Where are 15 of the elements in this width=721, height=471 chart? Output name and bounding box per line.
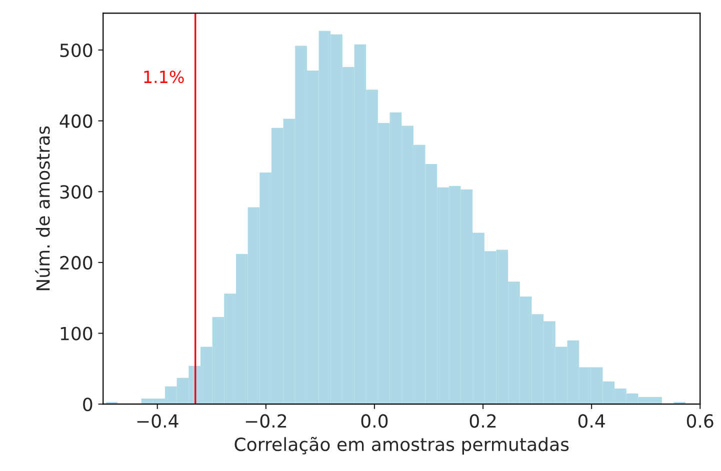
annotation: 1.1% <box>144 70 184 84</box>
y-tick-label: 300 <box>60 185 92 199</box>
y-tick-label: 200 <box>60 256 92 270</box>
x-tick-label: 0.6 <box>686 414 714 428</box>
y-axis-title: Núm. de amostras <box>35 126 50 290</box>
x-tick-label: 0.0 <box>361 414 388 428</box>
y-tick-label: 0 <box>83 398 92 412</box>
x-tick-label: 0.2 <box>470 414 496 428</box>
x-tick-label: −0.4 <box>137 414 178 428</box>
y-tick-label: 500 <box>60 43 92 58</box>
y-tick-label: 100 <box>60 326 92 340</box>
x-tick-label: −0.2 <box>246 414 286 428</box>
x-axis-title: Correlação em amostras permutadas <box>234 436 569 455</box>
x-tick-label: 0.4 <box>578 414 605 428</box>
y-tick-label: 400 <box>60 114 92 128</box>
